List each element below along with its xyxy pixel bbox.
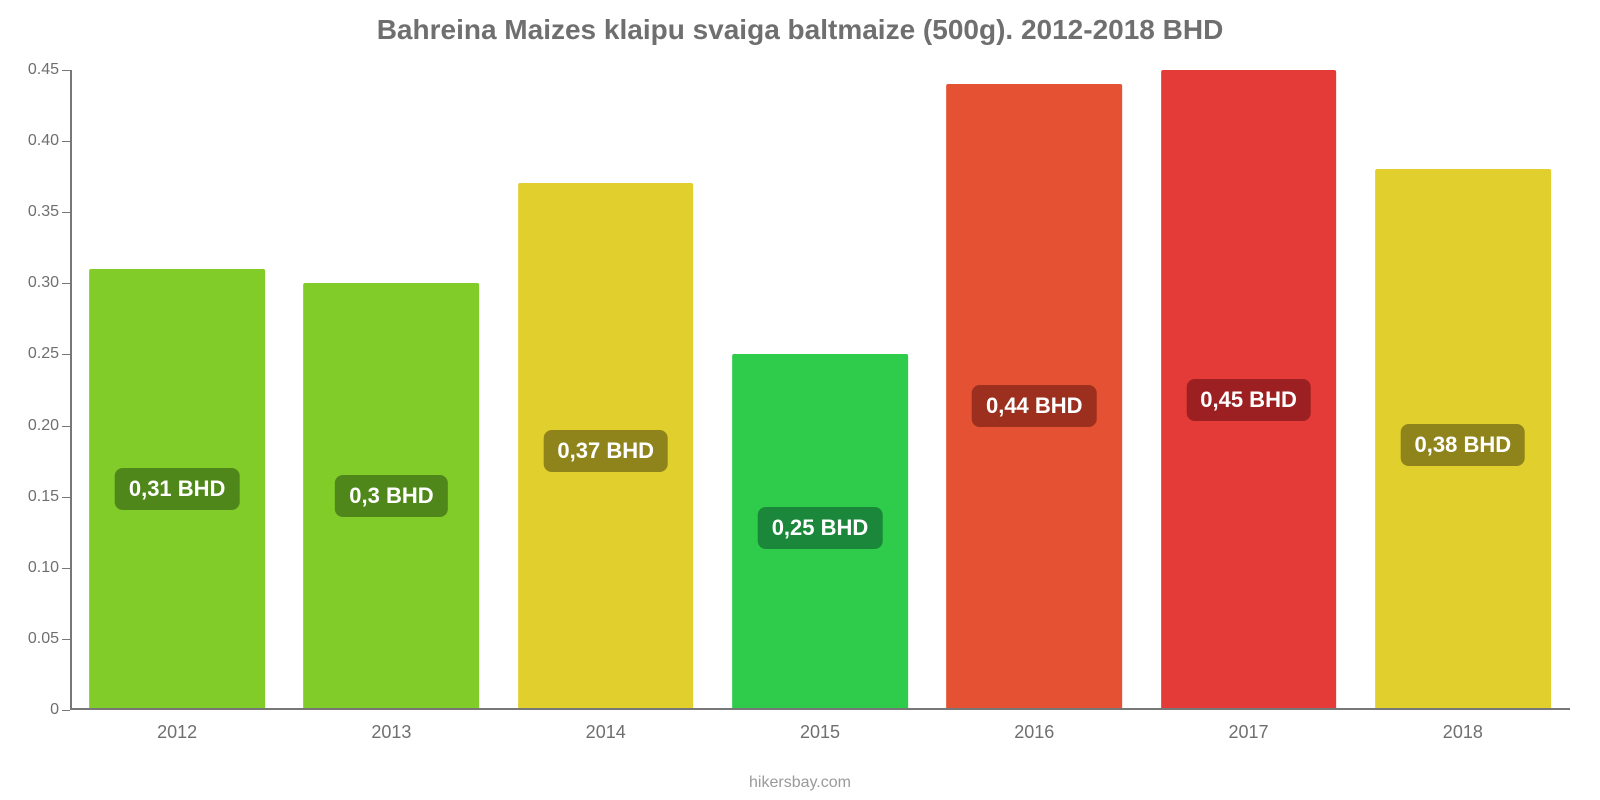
- y-tick: [62, 568, 70, 569]
- x-tick-label: 2018: [1443, 722, 1483, 743]
- y-tick: [62, 639, 70, 640]
- x-tick-label: 2016: [1014, 722, 1054, 743]
- y-tick: [62, 283, 70, 284]
- bar-slot: 20170,45 BHD: [1141, 70, 1355, 708]
- y-tick: [62, 710, 70, 711]
- y-tick-label: 0.40: [15, 132, 59, 150]
- value-label: 0,25 BHD: [758, 507, 883, 549]
- y-tick-label: 0.25: [15, 345, 59, 363]
- x-tick-label: 2014: [586, 722, 626, 743]
- value-label: 0,45 BHD: [1186, 379, 1311, 421]
- bar-slot: 20130,3 BHD: [284, 70, 498, 708]
- y-tick-label: 0.05: [15, 630, 59, 648]
- y-tick-label: 0.20: [15, 417, 59, 435]
- x-tick-label: 2015: [800, 722, 840, 743]
- y-tick-label: 0.30: [15, 274, 59, 292]
- chart-title: Bahreina Maizes klaipu svaiga baltmaize …: [0, 0, 1600, 46]
- x-tick-label: 2013: [371, 722, 411, 743]
- value-label: 0,31 BHD: [115, 468, 240, 510]
- bar-slot: 20140,37 BHD: [499, 70, 713, 708]
- plot-area: 00.050.100.150.200.250.300.350.400.45 20…: [70, 70, 1570, 710]
- chart-container: Bahreina Maizes klaipu svaiga baltmaize …: [0, 0, 1600, 800]
- y-tick-label: 0.35: [15, 203, 59, 221]
- y-tick-label: 0.15: [15, 488, 59, 506]
- bar-slot: 20180,38 BHD: [1356, 70, 1570, 708]
- y-tick: [62, 141, 70, 142]
- y-tick: [62, 70, 70, 71]
- bar-slot: 20160,44 BHD: [927, 70, 1141, 708]
- credit-text: hikersbay.com: [749, 774, 851, 792]
- value-label: 0,37 BHD: [543, 430, 668, 472]
- y-tick: [62, 212, 70, 213]
- y-tick-label: 0.45: [15, 61, 59, 79]
- bar-slot: 20120,31 BHD: [70, 70, 284, 708]
- y-tick-label: 0: [15, 701, 59, 719]
- y-tick: [62, 426, 70, 427]
- x-tick-label: 2012: [157, 722, 197, 743]
- y-tick-label: 0.10: [15, 559, 59, 577]
- bars-group: 20120,31 BHD20130,3 BHD20140,37 BHD20150…: [70, 70, 1570, 708]
- value-label: 0,38 BHD: [1401, 424, 1526, 466]
- value-label: 0,3 BHD: [335, 475, 447, 517]
- x-axis-line: [70, 708, 1570, 710]
- y-tick: [62, 354, 70, 355]
- x-tick-label: 2017: [1229, 722, 1269, 743]
- bar-slot: 20150,25 BHD: [713, 70, 927, 708]
- value-label: 0,44 BHD: [972, 385, 1097, 427]
- y-tick: [62, 497, 70, 498]
